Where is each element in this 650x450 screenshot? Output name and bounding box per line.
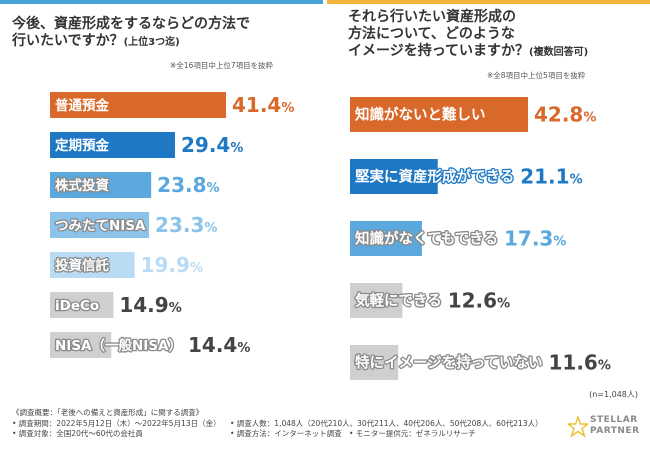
footer-heading: 《調査概要：「老後への備えと資産形成」に関する調査》: [12, 408, 204, 417]
right-title-line3: イメージを持っていますか？: [348, 43, 530, 59]
company-logo: STELLAR PARTNER: [568, 412, 643, 442]
bar-value-1-4: 11.6%: [548, 351, 610, 375]
footer-period: • 調査期間：2022年5月12日（木）～2022年5月13日（金）: [12, 418, 221, 428]
survey-footer: 《調査概要：「老後への備えと資産形成」に関する調査》 • 調査期間：2022年5…: [12, 408, 572, 448]
bar-label-0-6: NISA（一般NISA）: [55, 337, 182, 354]
bar-0-4: [50, 252, 135, 278]
bar-value-0-3: 23.3%: [155, 213, 217, 237]
right-chart-title: それら行いたい資産形成の 方法について、どのような イメージを持っていますか？(…: [348, 9, 588, 61]
bar-1-3: [350, 283, 403, 318]
footer-method: • 調査方法：インターネット調査: [230, 429, 342, 438]
left-panel-accent: [0, 0, 323, 4]
bar-label-0-1: 定期預金: [55, 137, 109, 154]
bar-label-1-3: 気軽にできる: [355, 292, 442, 310]
right-title-line2: 方法について、どのような: [348, 26, 515, 42]
bar-1-2: [350, 221, 422, 256]
bar-label-0-3: つみたてNISA: [55, 218, 146, 234]
bar-label-1-0: 知識がないと難しい: [355, 106, 486, 124]
bar-0-5: [50, 292, 114, 318]
left-title-line2: 行いたいですか？: [12, 33, 124, 49]
star-logo-icon: [568, 416, 588, 438]
bar-value-1-3: 12.6%: [448, 289, 510, 313]
bar-value-0-1: 29.4%: [181, 133, 243, 157]
bar-value-0-5: 14.9%: [119, 293, 181, 317]
bar-1-0: [350, 97, 528, 132]
sample-size-label: (n=1,048人): [589, 390, 638, 399]
left-chart-title: 今後、資産形成をするならどの方法で 行いたいですか？(上位3つ迄): [12, 16, 250, 51]
bar-value-0-0: 41.4%: [232, 93, 294, 117]
bar-value-1-0: 42.8%: [534, 103, 596, 127]
right-panel-accent: [327, 0, 650, 4]
bar-label-1-2: 知識がなくてもできる: [355, 230, 498, 248]
logo-line1: STELLAR: [590, 415, 638, 425]
bar-0-6: [50, 332, 112, 358]
right-title-subtitle: (複数回答可): [529, 47, 589, 58]
bar-value-0-2: 23.8%: [157, 173, 219, 197]
bar-label-1-1: 堅実に資産形成ができる: [355, 168, 514, 186]
bar-1-4: [350, 345, 399, 380]
bar-0-1: [50, 132, 175, 158]
bar-label-1-4: 特にイメージを持っていない: [355, 354, 542, 372]
left-title-subtitle: (上位3つ迄): [123, 37, 180, 48]
footer-target: • 調査対象：全国20代～60代の会社員: [12, 429, 143, 438]
right-title-line1: それら行いたい資産形成の: [348, 9, 516, 25]
bar-label-0-0: 普通預金: [55, 97, 109, 114]
right-chart-note: ※全8項目中上位5項目を抜粋: [487, 71, 586, 80]
footer-provider: • モニター提供元：ゼネラルリサーチ: [348, 429, 476, 438]
footer-respondents: • 調査人数：1,048人（20代210人、30代211人、40代206人、50…: [230, 418, 543, 428]
bar-0-3: [50, 212, 150, 238]
left-chart-note: ※全16項目中上位7項目を抜粋: [170, 61, 274, 70]
bar-label-0-5: iDeCo: [55, 298, 99, 314]
left-title-line1: 今後、資産形成をするならどの方法で: [12, 16, 250, 32]
bar-label-0-4: 投資信託: [55, 257, 109, 274]
bar-1-1: [350, 159, 438, 194]
bar-value-0-4: 19.9%: [141, 253, 203, 277]
bar-0-2: [50, 172, 152, 198]
bar-0-0: [50, 92, 226, 118]
bar-label-0-2: 株式投資: [55, 177, 109, 194]
bar-value-1-1: 21.1%: [520, 165, 582, 189]
bar-value-1-2: 17.3%: [504, 227, 566, 251]
logo-line2: PARTNER: [590, 426, 640, 436]
bar-value-0-6: 14.4%: [188, 333, 250, 357]
